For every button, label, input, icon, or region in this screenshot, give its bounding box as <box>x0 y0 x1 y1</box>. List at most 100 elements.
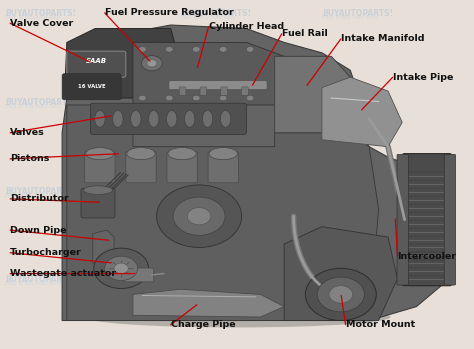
Circle shape <box>141 55 162 71</box>
FancyBboxPatch shape <box>67 51 126 77</box>
Circle shape <box>114 263 128 274</box>
Text: Turbocharger: Turbocharger <box>10 248 82 257</box>
Circle shape <box>246 46 254 52</box>
Circle shape <box>105 256 137 281</box>
Polygon shape <box>133 289 284 317</box>
Ellipse shape <box>209 148 237 160</box>
FancyBboxPatch shape <box>126 151 156 183</box>
FancyBboxPatch shape <box>85 151 115 183</box>
Text: Easy To Buy Auto Parts: Easy To Buy Auto Parts <box>180 193 236 198</box>
FancyBboxPatch shape <box>402 154 452 286</box>
Polygon shape <box>133 43 284 105</box>
Ellipse shape <box>83 186 113 194</box>
Text: Easy To Buy Auto Parts: Easy To Buy Auto Parts <box>322 281 378 286</box>
Text: BUYAUTOPARTS!: BUYAUTOPARTS! <box>180 187 251 196</box>
Text: Easy To Buy Auto Parts: Easy To Buy Auto Parts <box>180 15 236 20</box>
Polygon shape <box>284 227 398 320</box>
Text: BUYAUTOPARTS!: BUYAUTOPARTS! <box>5 98 76 107</box>
Polygon shape <box>322 77 402 147</box>
Text: Wastegate actuator: Wastegate actuator <box>10 269 116 278</box>
Text: BUYAUTOPARTS!: BUYAUTOPARTS! <box>5 275 76 284</box>
Circle shape <box>173 197 225 235</box>
FancyBboxPatch shape <box>169 81 267 90</box>
Polygon shape <box>67 105 379 320</box>
Circle shape <box>187 208 211 225</box>
Circle shape <box>192 95 200 101</box>
Circle shape <box>94 248 148 289</box>
Circle shape <box>165 95 173 101</box>
Text: BUYAUTOPARTS!: BUYAUTOPARTS! <box>180 98 251 107</box>
Text: Charge Pipe: Charge Pipe <box>171 320 236 329</box>
Text: BUYAUTOPARTS!: BUYAUTOPARTS! <box>180 275 251 284</box>
Circle shape <box>192 46 200 52</box>
Text: Down Pipe: Down Pipe <box>10 225 67 235</box>
Polygon shape <box>274 56 350 133</box>
Text: BUYAUTOPARTS!: BUYAUTOPARTS! <box>322 9 393 18</box>
Text: SAAB: SAAB <box>85 58 107 64</box>
Circle shape <box>246 95 254 101</box>
Ellipse shape <box>148 111 159 127</box>
Text: BUYAUTOPARTS!: BUYAUTOPARTS! <box>5 9 76 18</box>
Text: Motor Mount: Motor Mount <box>346 320 415 329</box>
Ellipse shape <box>131 111 141 127</box>
Ellipse shape <box>220 111 231 127</box>
Text: BUYAUTOPARTS!: BUYAUTOPARTS! <box>180 9 251 18</box>
Circle shape <box>138 95 146 101</box>
Text: Fuel Pressure Regulator: Fuel Pressure Regulator <box>105 8 233 17</box>
FancyBboxPatch shape <box>91 103 246 134</box>
Ellipse shape <box>113 111 123 127</box>
Text: Fuel Rail: Fuel Rail <box>282 29 328 38</box>
Circle shape <box>156 185 242 247</box>
Ellipse shape <box>166 111 177 127</box>
Ellipse shape <box>95 111 105 127</box>
FancyBboxPatch shape <box>179 87 186 95</box>
Text: BUYAUTOPARTS!: BUYAUTOPARTS! <box>5 187 76 196</box>
Text: Easy To Buy Auto Parts: Easy To Buy Auto Parts <box>5 104 61 109</box>
Circle shape <box>147 60 156 67</box>
Ellipse shape <box>83 306 391 327</box>
Circle shape <box>165 46 173 52</box>
Text: Easy To Buy Auto Parts: Easy To Buy Auto Parts <box>322 104 378 109</box>
Text: BUYAUTOPARTS!: BUYAUTOPARTS! <box>322 98 393 107</box>
FancyBboxPatch shape <box>397 154 409 285</box>
Circle shape <box>138 46 146 52</box>
Ellipse shape <box>184 111 195 127</box>
Text: Cylinder Head: Cylinder Head <box>209 22 283 31</box>
Text: Easy To Buy Auto Parts: Easy To Buy Auto Parts <box>5 15 61 20</box>
Text: BUYAUTOPARTS!: BUYAUTOPARTS! <box>322 275 393 284</box>
FancyBboxPatch shape <box>62 74 121 100</box>
Polygon shape <box>62 25 449 320</box>
Circle shape <box>305 268 376 320</box>
Text: Easy To Buy Auto Parts: Easy To Buy Auto Parts <box>5 281 61 286</box>
Ellipse shape <box>86 148 114 160</box>
FancyBboxPatch shape <box>200 87 207 95</box>
Polygon shape <box>64 29 180 98</box>
FancyBboxPatch shape <box>242 87 248 95</box>
Ellipse shape <box>202 111 213 127</box>
FancyBboxPatch shape <box>221 87 228 95</box>
Circle shape <box>219 46 227 52</box>
Text: Intake Pipe: Intake Pipe <box>393 73 453 82</box>
Text: Distributor: Distributor <box>10 194 69 203</box>
Text: Valves: Valves <box>10 128 45 137</box>
Text: Pistons: Pistons <box>10 154 49 163</box>
Text: Easy To Buy Auto Parts: Easy To Buy Auto Parts <box>180 104 236 109</box>
FancyBboxPatch shape <box>444 154 456 285</box>
Text: Easy To Buy Auto Parts: Easy To Buy Auto Parts <box>5 193 61 198</box>
Circle shape <box>329 286 353 303</box>
Text: Easy To Buy Auto Parts: Easy To Buy Auto Parts <box>322 193 378 198</box>
Text: Intercooler: Intercooler <box>398 252 456 261</box>
FancyBboxPatch shape <box>81 188 115 218</box>
Ellipse shape <box>168 148 196 160</box>
Circle shape <box>317 277 365 312</box>
Text: Valve Cover: Valve Cover <box>10 19 73 28</box>
FancyBboxPatch shape <box>208 151 238 183</box>
Text: Intake Manifold: Intake Manifold <box>341 35 424 43</box>
FancyBboxPatch shape <box>167 151 197 183</box>
Polygon shape <box>93 230 114 263</box>
Ellipse shape <box>127 148 155 160</box>
Text: BUYAUTOPARTS!: BUYAUTOPARTS! <box>322 187 393 196</box>
Text: Easy To Buy Auto Parts: Easy To Buy Auto Parts <box>180 281 236 286</box>
Text: 16 VALVE: 16 VALVE <box>78 84 105 89</box>
Circle shape <box>219 95 227 101</box>
